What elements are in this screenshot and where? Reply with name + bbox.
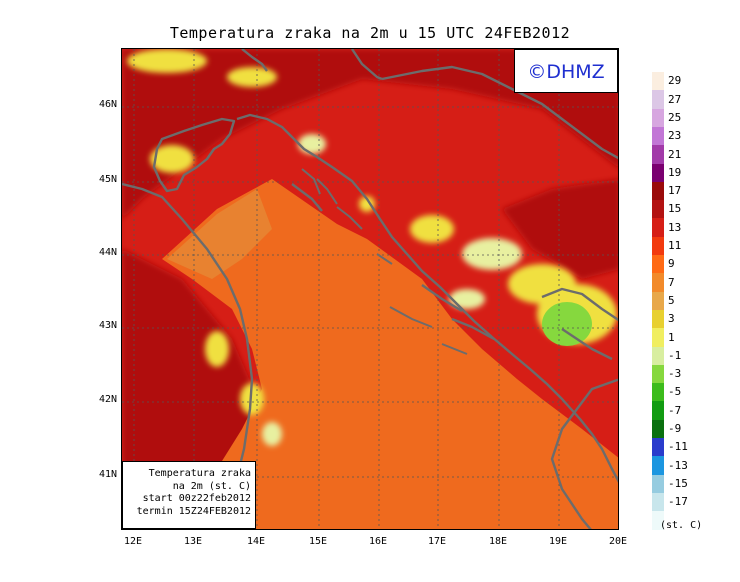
cold-zone [127,49,207,73]
warm-land-east [502,179,618,279]
colorbar-swatch [651,456,665,476]
colorbar-swatch [651,401,665,421]
colorbar-swatch [651,90,665,110]
longitude-label: 20E [608,536,628,547]
cold-zone [262,422,282,446]
colorbar-swatch [651,346,665,366]
colorbar-swatch [651,200,665,219]
warm-land-north [122,49,618,219]
colorbar-swatch [651,163,665,183]
colorbar-label: 9 [668,257,675,271]
colorbar-swatch [651,145,665,164]
colorbar-swatch [651,255,665,274]
dhmz-logo: ©DHMZ [514,49,618,93]
latitude-label: 46N [98,99,117,110]
cold-zone [298,134,326,154]
colorbar-swatch [651,181,665,201]
longitude-label: 13E [183,536,203,547]
cold-zone [462,238,522,270]
longitude-label: 16E [368,536,388,547]
colorbar-swatch [651,291,665,311]
latitude-label: 44N [98,247,117,258]
lat-lon-grid [122,49,618,529]
colorbar-swatch [651,108,665,128]
warm-sea-north [167,189,272,279]
longitude-label: 12E [123,536,143,547]
colorbar-label: -3 [668,367,682,381]
colorbar-label: 21 [668,147,682,161]
colorbar-swatch [651,474,665,494]
colorbar-swatch [651,364,665,384]
info-box: Temperatura zraka na 2m (st. C) start 00… [122,461,256,529]
colorbar-label: -17 [668,495,688,509]
info-valid: termin 15Z24FEB2012 [136,505,251,517]
colorbar-label: 25 [668,110,682,124]
colorbar-label: 13 [668,220,682,234]
colorbar-label: 1 [668,330,675,344]
islands [301,168,468,355]
colorbar-swatch [651,438,665,457]
colorbar-swatch [651,328,665,347]
colorbar-swatch [651,273,665,293]
colorbar-label: -9 [668,422,682,435]
colorbar-swatch [651,309,665,329]
cold-zone [227,67,277,87]
colorbar-label: -1 [668,348,682,362]
longitude-label: 15E [308,536,328,547]
colorbar-swatch [651,236,665,256]
cold-zone [150,145,194,173]
cold-zone [410,215,454,243]
latitude-label: 45N [98,174,117,185]
colorbar-label: -5 [668,385,682,399]
info-unit: na 2m (st. C) [172,480,251,492]
colorbar-label: -15 [668,476,688,490]
colorbar-unit: (st. C) [660,520,703,531]
cold-zone [205,331,229,367]
cold-zone [359,196,375,212]
info-start: start 00z22feb2012 [142,493,251,504]
colorbar-swatch [651,218,665,238]
colorbar-swatch [651,492,665,512]
colorbar-label: -11 [668,440,688,454]
longitude-label: 14E [246,536,266,547]
colorbar-label: 27 [668,92,682,106]
latitude-label: 43N [98,320,117,331]
colorbar-label: 3 [668,312,675,326]
longitude-label: 17E [427,536,447,547]
info-variable: Temperatura zraka [148,468,251,479]
colorbar-label: 29 [668,74,682,88]
colorbar-label: -13 [668,458,688,472]
longitude-label: 18E [488,536,508,547]
colorbar-label: -7 [668,403,682,417]
colorbar-swatch [651,126,665,146]
coastlines [122,49,618,529]
coldest-zone [542,302,592,346]
colorbar-label: 17 [668,184,682,198]
colorbar-label: 19 [668,165,682,179]
colorbar-label: 5 [668,293,675,307]
cold-zone [240,383,264,415]
colorbar-label: 7 [668,275,675,289]
latitude-label: 41N [98,469,117,480]
colorbar-label: 23 [668,129,682,143]
longitude-label: 19E [548,536,568,547]
temperature-map: ©DHMZ Temperatura zraka na 2m (st. C) st… [121,48,619,530]
latitude-label: 42N [98,394,117,405]
colorbar-swatch [651,72,665,91]
colorbar-label: 15 [668,202,682,216]
colorbar-swatch [651,511,665,530]
colorbar-swatch [651,383,665,402]
colorbar-label: 11 [668,239,682,252]
map-title: Temperatura zraka na 2m u 15 UTC 24FEB20… [169,24,571,42]
colorbar-swatch [651,419,665,439]
